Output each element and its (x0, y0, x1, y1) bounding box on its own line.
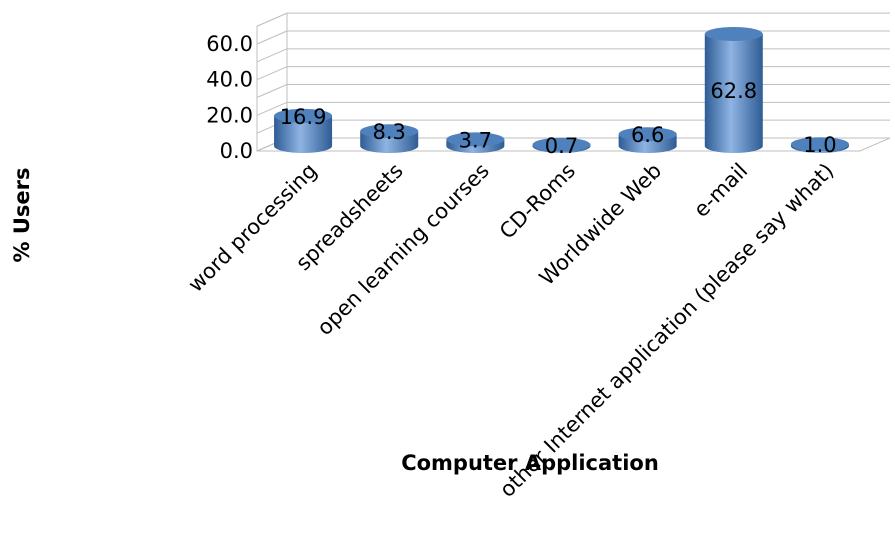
bar (360, 124, 419, 153)
y-tick-label: 0.0 (220, 139, 253, 163)
bar (704, 27, 763, 153)
data-label: 16.9 (280, 105, 327, 129)
bar (532, 137, 591, 153)
bar (446, 132, 505, 153)
bar (618, 127, 677, 153)
data-label: 1.0 (803, 133, 836, 157)
x-tick-label: CD-Roms (495, 159, 580, 244)
gridline-side (256, 12, 288, 27)
x-tick-label: open learning courses (312, 159, 493, 340)
chart-walls (256, 12, 891, 152)
y-tick-label: 40.0 (206, 68, 253, 92)
bar-body (704, 34, 763, 153)
gridlines (256, 12, 890, 152)
data-label: 0.7 (545, 134, 578, 158)
gridline-side (256, 101, 288, 116)
bar-top (360, 124, 419, 139)
bar-top (532, 137, 591, 152)
gridline-side (256, 66, 288, 81)
bars (274, 27, 849, 153)
gridline-side (256, 84, 288, 98)
bar (274, 108, 333, 153)
bar-body (274, 115, 333, 153)
x-tick-label: e-mail (689, 159, 752, 222)
bar-top (790, 137, 849, 152)
data-label: 8.3 (373, 120, 406, 144)
data-labels: 16.9 8.3 3.7 0.7 6.6 62.8 1.0 (280, 79, 837, 158)
y-axis-title: % Users (10, 167, 34, 262)
bar-top (704, 27, 763, 42)
x-axis-title: Computer Application (401, 451, 659, 475)
x-tick-label: word processing (183, 159, 321, 297)
gridline-side (256, 30, 288, 45)
y-axis-ticks: 0.0 20.0 40.0 60.0 (206, 32, 253, 163)
gridline-side (256, 48, 288, 63)
data-label: 3.7 (459, 128, 492, 152)
data-label: 62.8 (710, 79, 757, 103)
y-tick-label: 60.0 (206, 32, 253, 56)
bar-top (446, 132, 505, 147)
bar (790, 137, 849, 153)
bar-top (618, 127, 677, 142)
y-tick-label: 20.0 (206, 103, 253, 127)
bar-top (274, 108, 333, 123)
data-label: 6.6 (631, 123, 664, 147)
